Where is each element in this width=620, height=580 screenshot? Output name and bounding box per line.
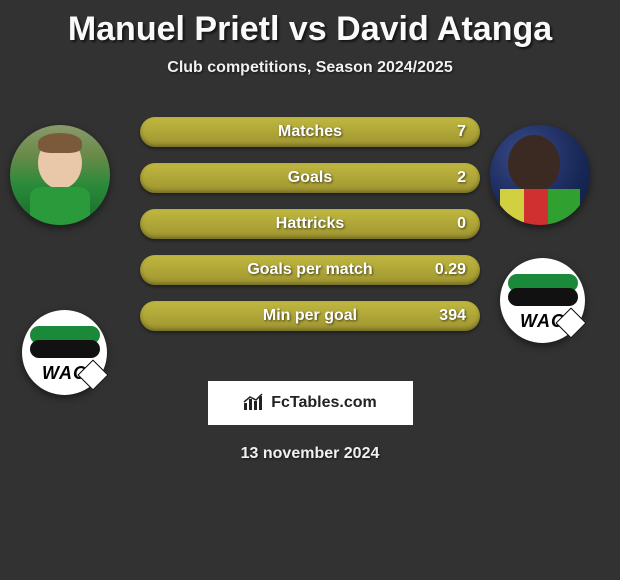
club-right-badge: WAC — [500, 258, 585, 343]
stat-value-right: 0 — [457, 215, 466, 233]
brand-chip[interactable]: FcTables.com — [208, 381, 413, 425]
stat-row-matches: Matches 7 — [140, 117, 480, 147]
stat-label: Matches — [278, 123, 342, 141]
club-left-badge: WAC — [22, 310, 107, 395]
wac-wave-black — [30, 340, 100, 358]
stat-value-right: 2 — [457, 169, 466, 187]
stat-value-right: 0.29 — [435, 261, 466, 279]
brand-text: FcTables.com — [271, 394, 377, 412]
stat-row-goals: Goals 2 — [140, 163, 480, 193]
stat-row-hattricks: Hattricks 0 — [140, 209, 480, 239]
avatar-head — [508, 135, 560, 193]
player-right-avatar — [490, 125, 590, 225]
date-line: 13 november 2024 — [0, 445, 620, 463]
stat-label: Hattricks — [276, 215, 344, 233]
stat-row-mpg: Min per goal 394 — [140, 301, 480, 331]
avatar-collar — [30, 187, 90, 225]
avatar-jersey — [500, 189, 580, 225]
player-left-avatar — [10, 125, 110, 225]
wac-wave-black — [508, 288, 578, 306]
stat-label: Goals — [288, 169, 332, 187]
avatar-hair — [38, 133, 82, 153]
stat-row-gpm: Goals per match 0.29 — [140, 255, 480, 285]
page-title: Manuel Prietl vs David Atanga — [0, 0, 620, 49]
stat-value-right: 7 — [457, 123, 466, 141]
wac-badge: WAC — [30, 318, 100, 388]
chart-icon — [243, 393, 265, 414]
wac-badge: WAC — [508, 266, 578, 336]
stat-label: Goals per match — [247, 261, 372, 279]
stat-label: Min per goal — [263, 307, 357, 325]
stat-value-right: 394 — [439, 307, 466, 325]
subtitle: Club competitions, Season 2024/2025 — [0, 59, 620, 77]
